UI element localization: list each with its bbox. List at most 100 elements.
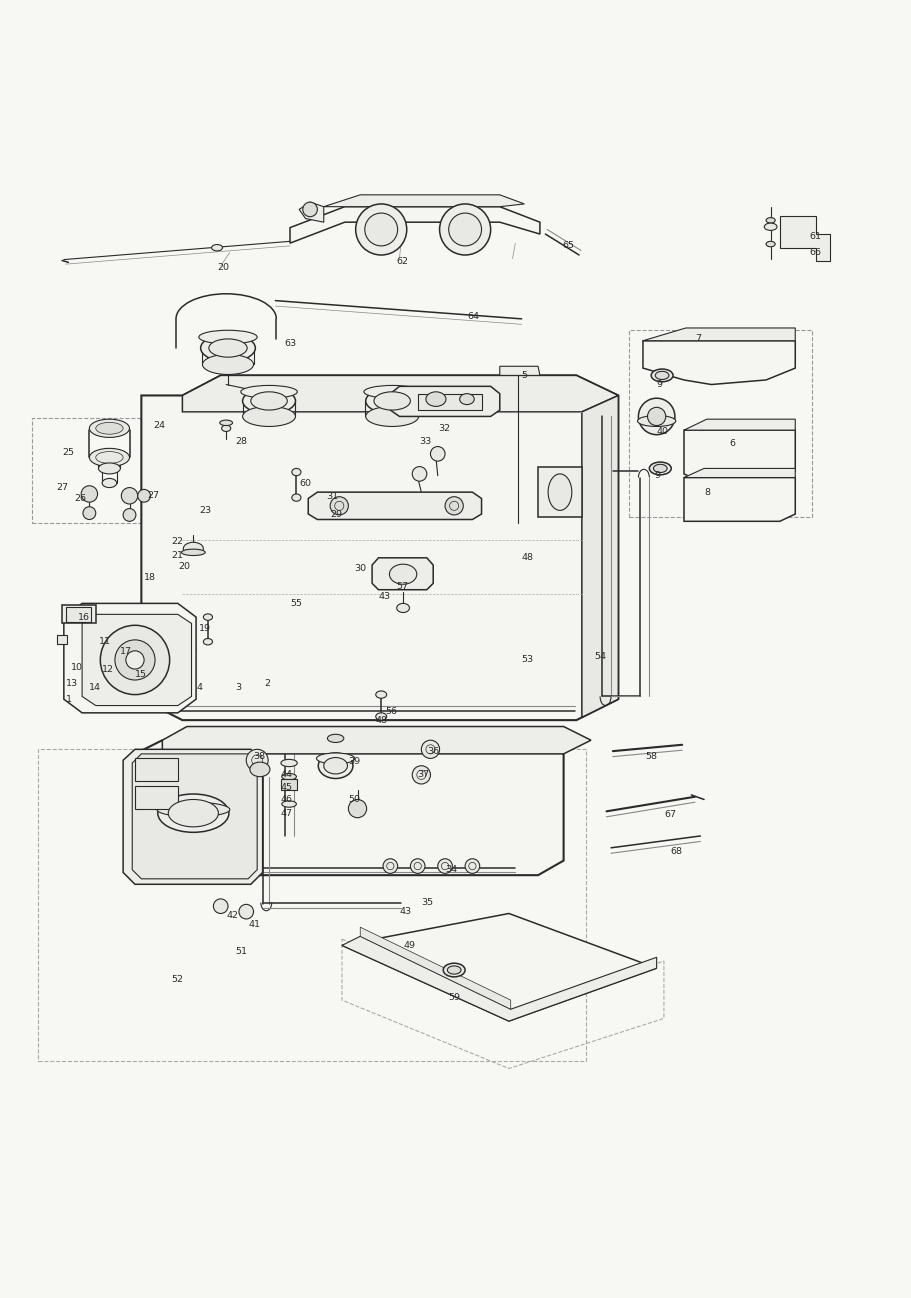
Ellipse shape <box>96 422 123 435</box>
Text: 39: 39 <box>348 757 360 766</box>
Text: 8: 8 <box>703 488 710 497</box>
Polygon shape <box>360 927 510 1010</box>
Text: 65: 65 <box>562 241 574 251</box>
Circle shape <box>430 447 445 461</box>
Text: 27: 27 <box>148 491 159 500</box>
Circle shape <box>437 859 452 874</box>
Ellipse shape <box>318 753 353 779</box>
Text: 48: 48 <box>521 553 533 562</box>
Ellipse shape <box>365 388 418 414</box>
Text: 33: 33 <box>419 437 431 447</box>
Ellipse shape <box>447 966 460 974</box>
Text: 46: 46 <box>281 794 292 803</box>
Circle shape <box>638 398 674 435</box>
Text: 50: 50 <box>348 794 360 803</box>
Bar <box>281 779 297 790</box>
Bar <box>66 607 91 622</box>
Ellipse shape <box>281 801 296 807</box>
Circle shape <box>348 800 366 818</box>
Text: 13: 13 <box>66 679 77 688</box>
Text: 12: 12 <box>102 666 114 675</box>
Polygon shape <box>642 341 794 384</box>
Ellipse shape <box>183 543 203 556</box>
Ellipse shape <box>281 759 297 767</box>
Text: 60: 60 <box>299 479 311 488</box>
Text: 27: 27 <box>56 483 68 492</box>
Circle shape <box>647 408 665 426</box>
Text: 29: 29 <box>330 510 342 518</box>
Ellipse shape <box>242 388 295 414</box>
Text: 36: 36 <box>426 746 438 755</box>
Ellipse shape <box>375 713 386 720</box>
Ellipse shape <box>211 244 222 251</box>
Text: 5: 5 <box>521 371 527 380</box>
Ellipse shape <box>316 753 354 765</box>
Text: 10: 10 <box>71 663 83 672</box>
Text: 9: 9 <box>656 380 662 389</box>
Ellipse shape <box>251 392 287 410</box>
Circle shape <box>83 506 96 519</box>
Polygon shape <box>342 936 656 1022</box>
Ellipse shape <box>89 448 129 466</box>
Polygon shape <box>683 469 794 478</box>
Polygon shape <box>683 478 794 522</box>
Polygon shape <box>779 215 829 261</box>
Bar <box>629 330 811 517</box>
Ellipse shape <box>374 392 410 410</box>
Text: 3: 3 <box>235 683 241 692</box>
Text: 7: 7 <box>694 335 701 344</box>
Polygon shape <box>290 206 539 243</box>
Text: 25: 25 <box>62 448 74 457</box>
Polygon shape <box>299 202 323 222</box>
Circle shape <box>246 749 268 771</box>
Text: 21: 21 <box>171 550 183 559</box>
Ellipse shape <box>220 421 232 426</box>
Ellipse shape <box>202 354 253 375</box>
Ellipse shape <box>200 335 255 362</box>
Polygon shape <box>581 396 618 718</box>
Text: 45: 45 <box>281 783 292 792</box>
Circle shape <box>330 497 348 515</box>
Ellipse shape <box>637 415 675 427</box>
Polygon shape <box>182 375 618 411</box>
Text: 9: 9 <box>654 471 660 480</box>
Text: 64: 64 <box>467 312 479 321</box>
Text: 56: 56 <box>384 706 396 715</box>
Ellipse shape <box>242 406 295 427</box>
Circle shape <box>239 905 253 919</box>
Text: 2: 2 <box>264 679 271 688</box>
Text: 44: 44 <box>281 770 292 779</box>
Text: 30: 30 <box>353 565 365 574</box>
Text: 26: 26 <box>75 495 87 504</box>
Ellipse shape <box>327 735 343 742</box>
Text: 68: 68 <box>670 848 681 855</box>
Text: 43: 43 <box>378 592 390 601</box>
Circle shape <box>421 740 439 758</box>
Polygon shape <box>62 605 96 623</box>
Circle shape <box>213 900 228 914</box>
Ellipse shape <box>292 469 301 476</box>
Bar <box>38 749 585 1062</box>
Polygon shape <box>123 749 262 884</box>
Polygon shape <box>417 393 481 410</box>
Text: 35: 35 <box>421 898 433 907</box>
Circle shape <box>115 640 155 680</box>
Bar <box>32 418 187 523</box>
Polygon shape <box>342 914 656 1022</box>
Text: 58: 58 <box>645 752 657 761</box>
Circle shape <box>448 213 481 245</box>
Text: 38: 38 <box>253 752 265 761</box>
Polygon shape <box>372 558 433 589</box>
Text: 41: 41 <box>248 920 260 929</box>
Ellipse shape <box>425 392 445 406</box>
Ellipse shape <box>203 614 212 620</box>
Circle shape <box>355 204 406 254</box>
Text: 47: 47 <box>281 809 292 818</box>
Text: 16: 16 <box>77 613 89 622</box>
Text: 18: 18 <box>144 574 156 583</box>
Text: 6: 6 <box>729 439 735 448</box>
Polygon shape <box>82 614 191 706</box>
Circle shape <box>412 466 426 482</box>
Ellipse shape <box>203 639 212 645</box>
Circle shape <box>410 859 425 874</box>
